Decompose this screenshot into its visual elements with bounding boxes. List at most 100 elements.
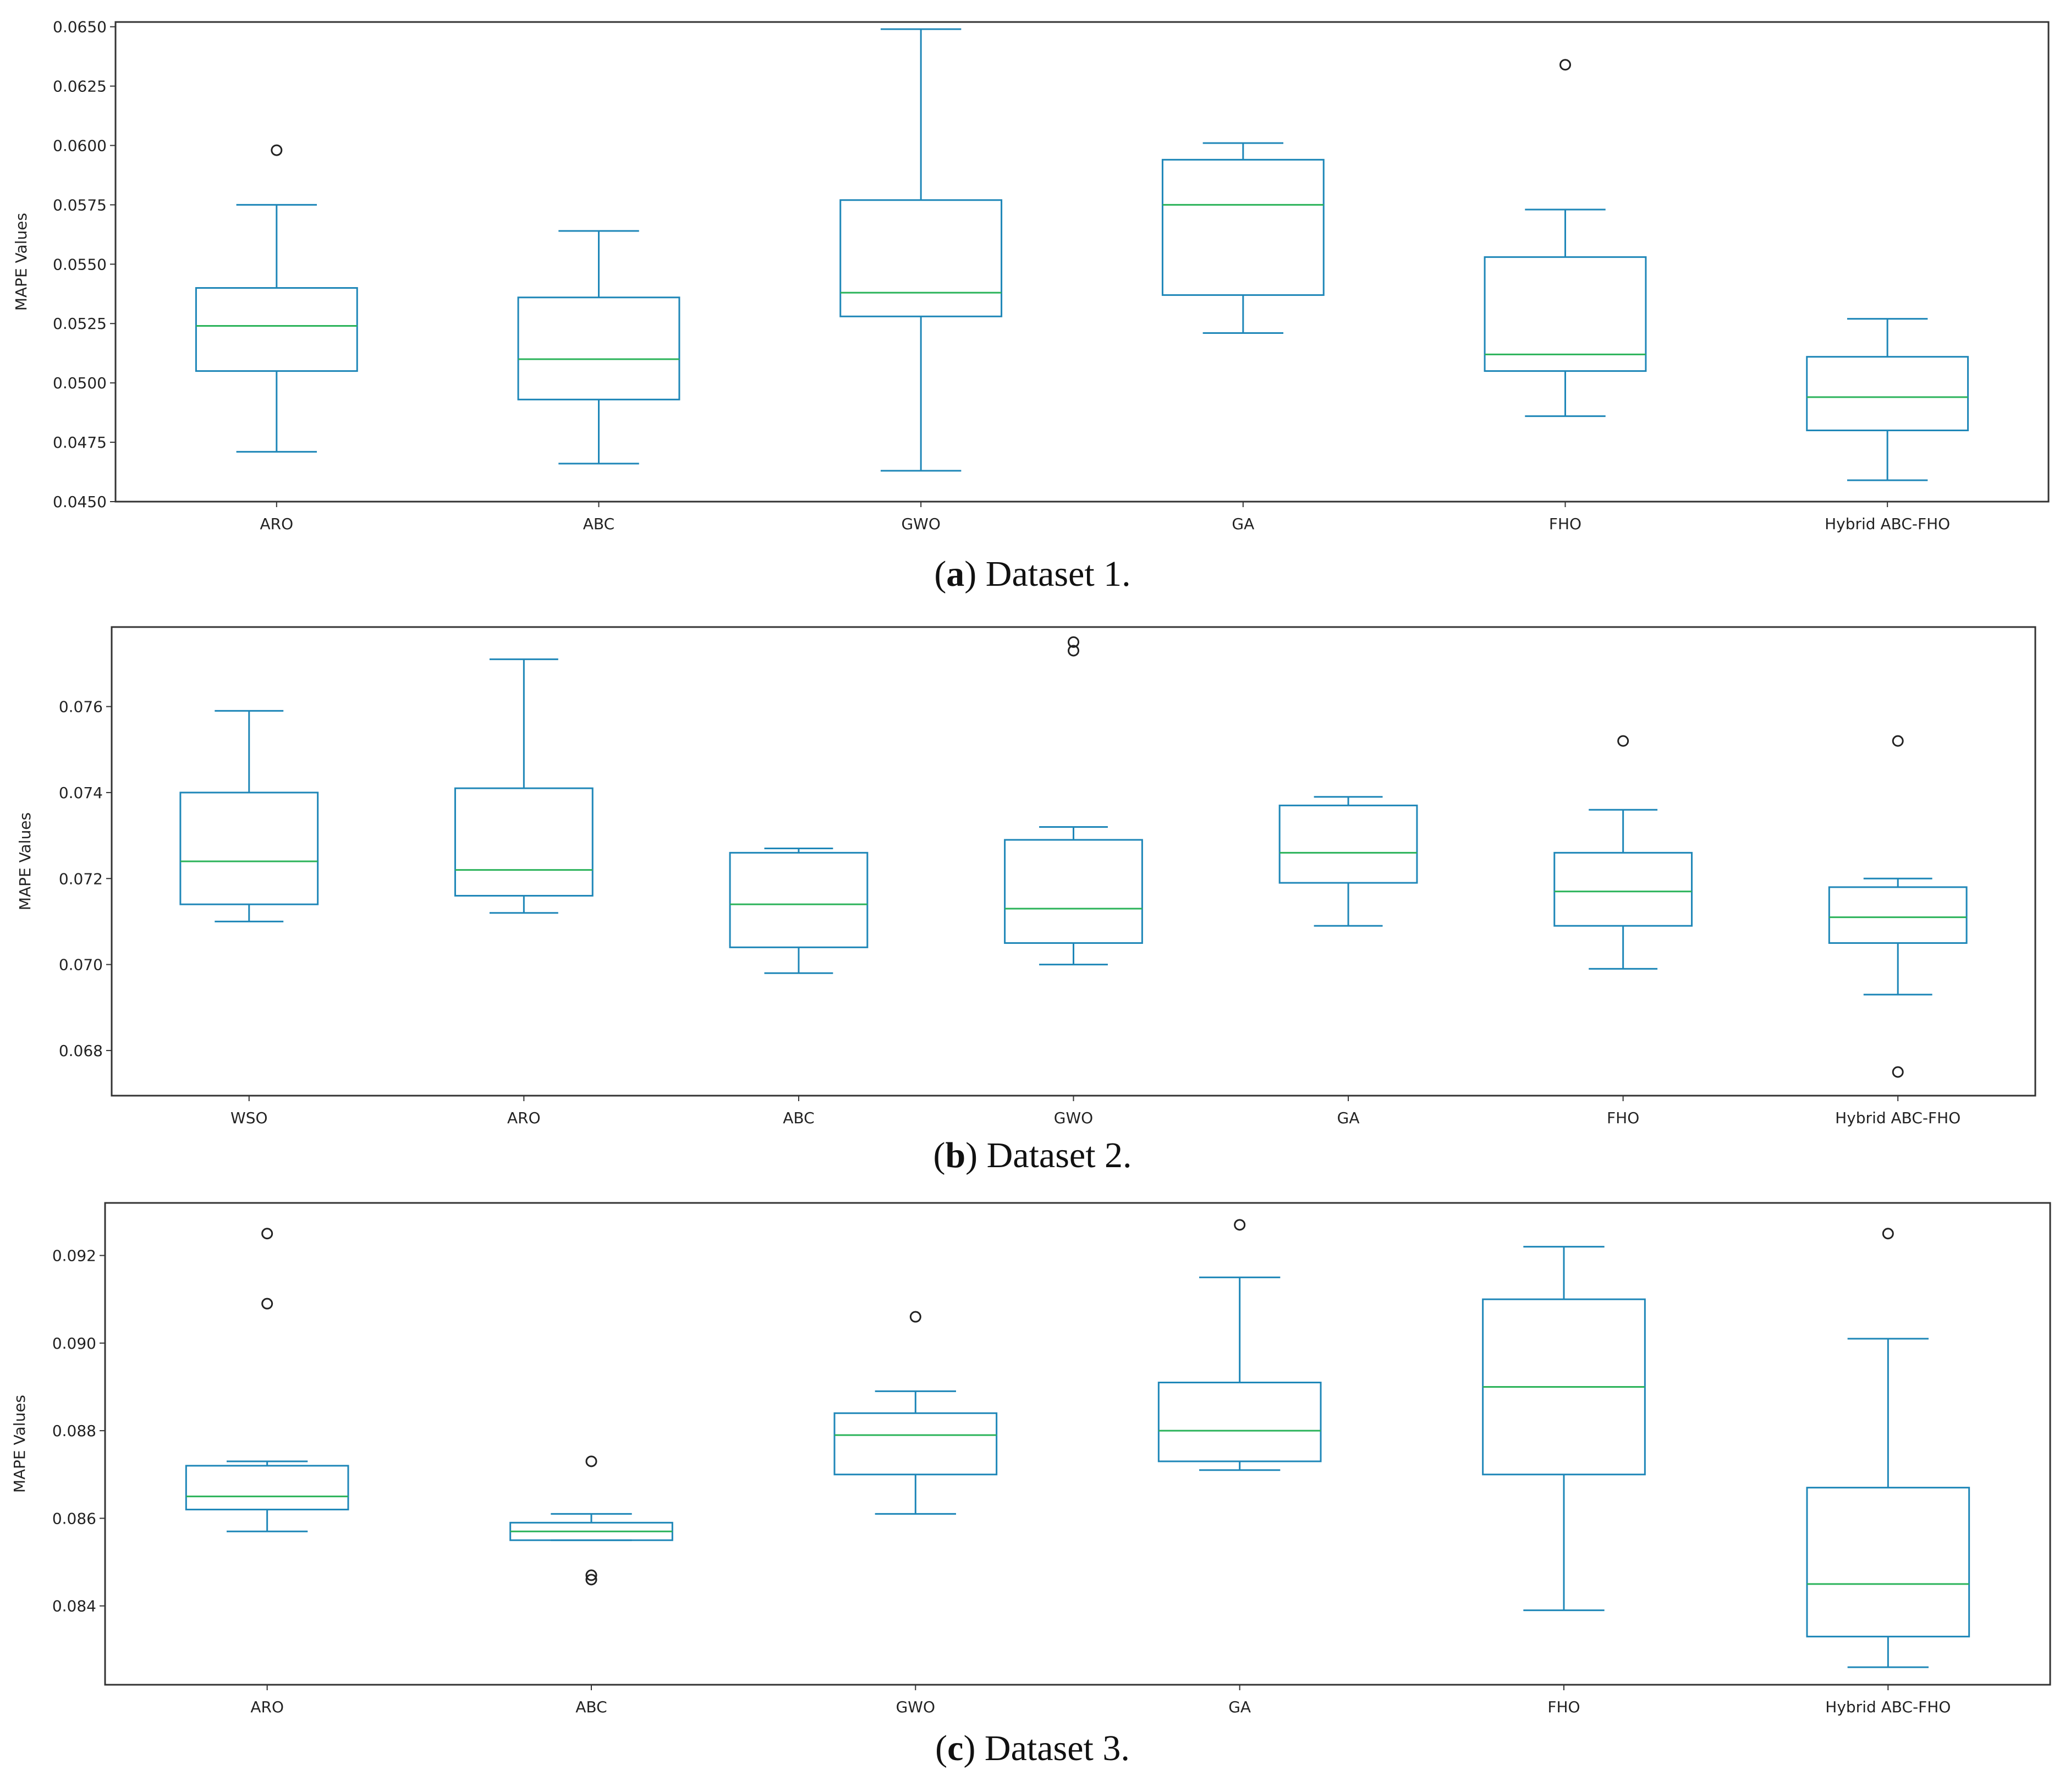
outlier-point	[1892, 735, 1904, 747]
y-tick-label: 0.068	[59, 1042, 103, 1060]
outlier-point	[271, 144, 283, 156]
caption-letter: c	[947, 1728, 963, 1768]
box-gwo	[1004, 636, 1143, 966]
outlier-point	[261, 1228, 273, 1240]
x-tick-label: ARO	[260, 515, 294, 533]
x-tick-label: ABC	[575, 1698, 607, 1716]
y-tick-label: 0.070	[59, 956, 103, 974]
iqr-box	[185, 1465, 349, 1510]
y-tick-label: 0.0625	[53, 78, 107, 96]
x-tick-label: ARO	[507, 1109, 541, 1127]
x-tick-label: ABC	[783, 1109, 814, 1127]
x-tick-label: GWO	[901, 515, 940, 533]
panel-a: 0.0450 0.0475 0.0500 0.0525 0.0550 0.0575 0.06…	[12, 18, 2050, 594]
y-tick-label: 0.084	[52, 1597, 96, 1615]
caption-letter: b	[945, 1135, 965, 1175]
x-tick-label: Hybrid ABC-FHO	[1835, 1109, 1960, 1127]
y-tick-label: 0.088	[52, 1422, 96, 1440]
outlier-point	[1559, 59, 1571, 71]
iqr-box	[1828, 886, 1968, 944]
y-tick-label: 0.0600	[53, 136, 107, 155]
box-abc	[509, 1455, 673, 1586]
x-tick-label: ARO	[250, 1698, 284, 1716]
box-ga	[1278, 796, 1418, 927]
outlier-point	[1234, 1219, 1246, 1231]
iqr-box	[517, 296, 680, 400]
x-tick-label: Hybrid ABC-FHO	[1825, 1698, 1951, 1716]
box-wso	[179, 710, 319, 922]
y-tick-label: 0.074	[59, 784, 103, 802]
x-tick-label: GA	[1337, 1109, 1360, 1127]
x-tick-label: GWO	[896, 1698, 935, 1716]
caption-paren-open: (	[934, 554, 946, 594]
box-aro	[454, 658, 594, 914]
plot-frame	[114, 21, 2050, 503]
y-tick-label: 0.0575	[53, 196, 107, 214]
outlier-point	[909, 1311, 921, 1323]
box-abc	[729, 848, 869, 974]
x-tick-label: GA	[1228, 1698, 1251, 1716]
iqr-box	[1157, 1382, 1322, 1463]
y-tick-label: 0.0650	[53, 18, 107, 36]
box-hybrid-abc-fho	[1806, 1228, 1970, 1668]
y-tick-label: 0.0450	[53, 493, 107, 511]
x-tick-label: FHO	[1549, 515, 1581, 533]
iqr-box	[454, 787, 594, 897]
panel-b: 0.068 0.070 0.072 0.074 0.076 MAPE Values WSO A…	[16, 626, 2036, 1175]
y-tick-label: 0.0550	[53, 255, 107, 273]
y-tick-label: 0.0475	[53, 433, 107, 452]
box-hybrid-abc-fho	[1806, 318, 1969, 481]
iqr-box	[1484, 256, 1647, 372]
box-gwo	[833, 1311, 998, 1515]
x-tick-label: WSO	[230, 1109, 268, 1127]
box-fho	[1553, 735, 1693, 970]
caption-letter: a	[946, 554, 964, 594]
y-tick-label: 0.072	[59, 870, 103, 888]
iqr-box	[1004, 839, 1143, 944]
iqr-box	[1806, 356, 1969, 431]
panel-c: 0.084 0.086 0.088 0.090 0.092 MAPE Values ARO A…	[10, 1202, 2051, 1768]
iqr-box	[195, 287, 358, 372]
outlier-point	[585, 1574, 597, 1586]
iqr-box	[833, 1412, 998, 1476]
outlier-point	[1068, 636, 1079, 648]
panel-caption: (b) Dataset 2.	[933, 1135, 1132, 1175]
panel-caption: (a) Dataset 1.	[934, 554, 1130, 594]
iqr-box	[839, 199, 1003, 317]
box-ga	[1161, 142, 1325, 334]
box-abc	[517, 230, 680, 465]
caption-paren-open: (	[935, 1728, 947, 1768]
caption-text: ) Dataset 2.	[965, 1135, 1132, 1175]
y-axis-label: MAPE Values	[12, 213, 30, 311]
y-axis-label: MAPE Values	[10, 1395, 29, 1493]
caption-text: ) Dataset 1.	[964, 554, 1130, 594]
panel-caption: (c) Dataset 3.	[935, 1728, 1130, 1768]
x-tick-label: ABC	[583, 515, 614, 533]
outlier-point	[1617, 735, 1629, 747]
x-tick-label: GA	[1232, 515, 1254, 533]
plot-frame	[104, 1202, 2051, 1686]
iqr-box	[1161, 158, 1325, 296]
outlier-point	[585, 1455, 597, 1467]
y-tick-label: 0.090	[52, 1334, 96, 1353]
outlier-point	[585, 1569, 597, 1581]
y-tick-label: 0.086	[52, 1509, 96, 1527]
x-tick-label: FHO	[1547, 1698, 1580, 1716]
y-tick-label: 0.076	[59, 698, 103, 716]
iqr-box	[1278, 804, 1418, 884]
box-aro	[195, 144, 358, 453]
y-tick-label: 0.092	[52, 1247, 96, 1265]
box-hybrid-abc-fho	[1828, 735, 1968, 1078]
x-tick-label: Hybrid ABC-FHO	[1825, 515, 1950, 533]
y-tick-label: 0.0500	[53, 374, 107, 392]
y-axis-label: MAPE Values	[16, 812, 34, 910]
x-tick-label: GWO	[1054, 1109, 1093, 1127]
outlier-point	[1892, 1066, 1904, 1078]
iqr-box	[1806, 1487, 1970, 1637]
y-tick-label: 0.0525	[53, 315, 107, 333]
iqr-box	[179, 791, 319, 905]
iqr-box	[1553, 851, 1693, 927]
box-gwo	[839, 28, 1003, 472]
outlier-point	[1882, 1228, 1894, 1240]
